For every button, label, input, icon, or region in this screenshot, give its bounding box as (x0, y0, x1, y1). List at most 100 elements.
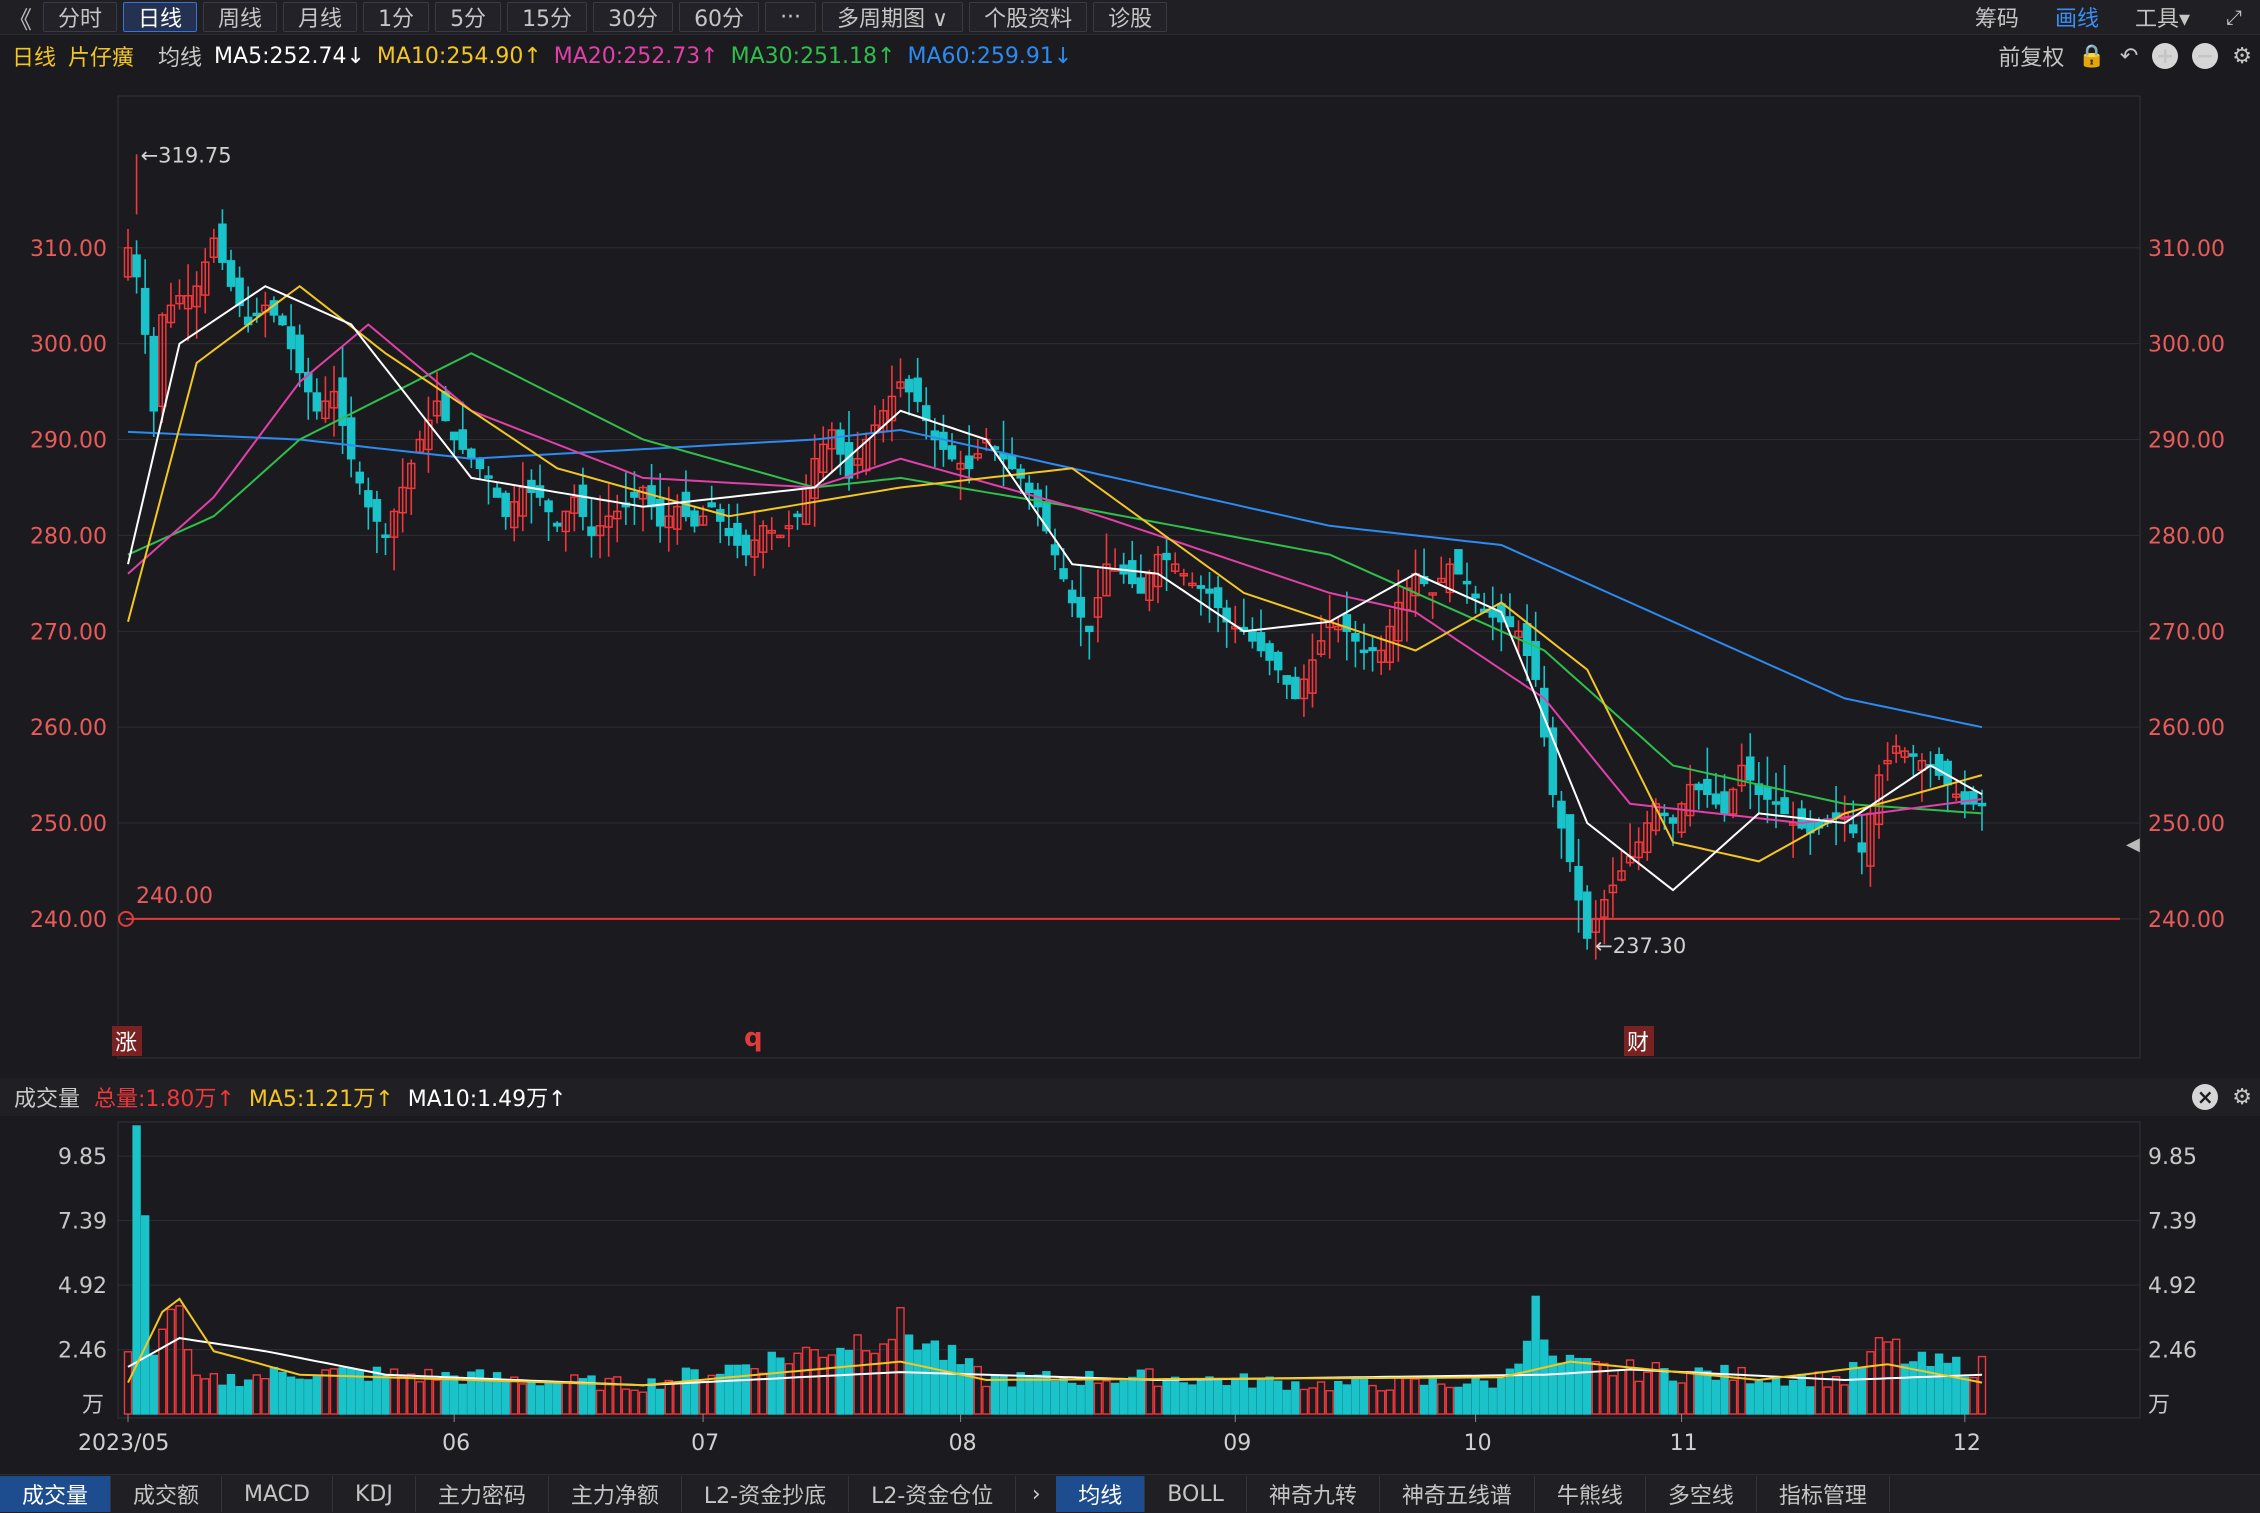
tab-period-11[interactable]: 个股资料 (969, 2, 1088, 32)
overlay-tab-4[interactable]: 牛熊线 (1535, 1476, 1646, 1512)
volume-bar (1411, 1378, 1420, 1415)
volume-bar (784, 1363, 794, 1415)
indicator-tab-7[interactable]: L2-资金仓位 (849, 1476, 1017, 1512)
low-price-label: ←237.30 (1595, 934, 1686, 958)
candle-body (1102, 563, 1111, 597)
close-indicator-icon[interactable]: × (2192, 1084, 2219, 1110)
volume-bar (956, 1364, 965, 1415)
lock-icon[interactable]: 🔒 (2078, 43, 2106, 69)
volume-bar (458, 1383, 467, 1415)
candle-body (364, 490, 373, 508)
stock-name: 片仔癀 (68, 46, 135, 71)
volume-bar (922, 1343, 931, 1415)
overlay-tab-0[interactable]: 均线 (1056, 1476, 1146, 1512)
overlay-tab-5[interactable]: 多空线 (1646, 1476, 1757, 1512)
tab-period-1[interactable]: 日线 (123, 2, 198, 32)
tools-menu-button[interactable]: 工具▾ (2134, 7, 2190, 32)
indicator-tab-1[interactable]: 成交额 (111, 1476, 223, 1512)
volume-bar (1351, 1377, 1360, 1415)
volume-settings-gear-icon[interactable]: ⚙ (2232, 1084, 2252, 1110)
candle-body (1153, 553, 1163, 588)
collapse-left-icon[interactable]: 《 (8, 5, 32, 34)
volume-bar (1574, 1357, 1583, 1415)
tab-period-12[interactable]: 诊股 (1093, 2, 1168, 32)
volume-bar (1952, 1356, 1961, 1415)
volume-bar (1231, 1377, 1240, 1415)
candle-body (1771, 801, 1781, 805)
candle-body (1376, 649, 1386, 663)
volume-bar (295, 1378, 304, 1415)
candle-body (707, 502, 716, 508)
indicator-tab-4[interactable]: 主力密码 (416, 1476, 549, 1512)
zoom-out-icon[interactable]: − (2192, 43, 2219, 69)
overlay-tab-3[interactable]: 神奇五线谱 (1380, 1476, 1535, 1512)
volume-bar (1600, 1362, 1609, 1415)
overlay-tab-2[interactable]: 神奇九转 (1247, 1476, 1380, 1512)
volume-bar (1025, 1375, 1034, 1415)
candle-body (1531, 641, 1540, 680)
volume-bar (1857, 1367, 1867, 1415)
tab-period-0[interactable]: 分时 (43, 2, 118, 32)
volume-bar (1771, 1376, 1781, 1415)
volume-bar (1033, 1374, 1043, 1415)
volume-bar (733, 1364, 742, 1415)
volume-bar (570, 1374, 579, 1415)
volume-chart[interactable]: 9.85 9.85 7.39 7.39 4.92 4.92 2.46 2.46 万 万 2023/0… (0, 1116, 2260, 1474)
indicator-tab-2[interactable]: MACD (222, 1476, 333, 1512)
volume-bar (166, 1308, 176, 1415)
settings-gear-icon[interactable]: ⚙ (2232, 43, 2252, 69)
volume-bar (673, 1381, 682, 1415)
undo-icon[interactable]: ↶ (2119, 43, 2139, 69)
tab-period-8[interactable]: 60分 (679, 2, 760, 32)
candle-body (1677, 803, 1686, 834)
zoom-in-icon[interactable]: + (2152, 43, 2179, 69)
volume-bar (552, 1382, 562, 1415)
volume-bar (801, 1346, 811, 1415)
tab-period-4[interactable]: 1分 (363, 2, 430, 32)
volume-bar (1299, 1388, 1309, 1415)
draw-line-button[interactable]: 画线 (2054, 7, 2099, 32)
x-tick-label: 09 (1223, 1431, 1251, 1456)
indicator-tab-6[interactable]: L2-资金抄底 (682, 1476, 850, 1512)
volume-bar (1437, 1383, 1446, 1415)
volume-bar (1170, 1376, 1180, 1415)
indicator-tab-5[interactable]: 主力净额 (549, 1476, 682, 1512)
volume-bar (544, 1380, 553, 1415)
candle-body (1471, 593, 1480, 599)
volume-bar (630, 1389, 639, 1415)
tab-period-2[interactable]: 周线 (203, 2, 278, 32)
candle-body (595, 525, 605, 537)
alert-line-label: 240.00 (136, 884, 213, 909)
candle-body (1007, 454, 1017, 470)
tab-period-9[interactable]: ··· (765, 2, 817, 32)
volume-bar (1900, 1363, 1909, 1415)
vol-y-tick-left: 7.39 (58, 1210, 107, 1235)
y-tick-right: 310.00 (2148, 237, 2225, 262)
volume-bar (1488, 1387, 1497, 1415)
indicator-tab-3[interactable]: KDJ (333, 1476, 416, 1512)
candle-body (398, 486, 407, 514)
candle-body (192, 285, 201, 308)
volume-bar (724, 1364, 734, 1415)
tab-period-10[interactable]: 多周期图 ∨ (822, 2, 964, 32)
volume-bar (398, 1376, 407, 1415)
tab-period-3[interactable]: 月线 (283, 2, 358, 32)
adjust-price-button[interactable]: 前复权 (1998, 46, 2065, 71)
volume-bar (1239, 1373, 1249, 1415)
overlay-tab-1[interactable]: BOLL (1145, 1476, 1247, 1512)
volume-bar (638, 1391, 648, 1415)
volume-bar (123, 1351, 133, 1415)
tab-period-5[interactable]: 5分 (435, 2, 502, 32)
tab-period-6[interactable]: 15分 (507, 2, 588, 32)
overlay-tab-6[interactable]: 指标管理 (1757, 1476, 1890, 1512)
scroll-right-icon[interactable]: › (1031, 1481, 1041, 1507)
candle-body (1299, 678, 1309, 700)
candle-body (475, 458, 485, 470)
tab-period-7[interactable]: 30分 (593, 2, 674, 32)
indicator-tab-0[interactable]: 成交量 (0, 1476, 112, 1512)
candlestick-chart[interactable]: 310.00 310.00 300.00 300.00 290.00 290.00 280.… (0, 76, 2260, 1076)
fullscreen-icon[interactable]: ⤢ (2226, 5, 2242, 29)
ma-label[interactable]: 均线 (158, 46, 203, 71)
chip-distribution-button[interactable]: 筹码 (1974, 7, 2019, 32)
candle-body (1574, 865, 1583, 901)
